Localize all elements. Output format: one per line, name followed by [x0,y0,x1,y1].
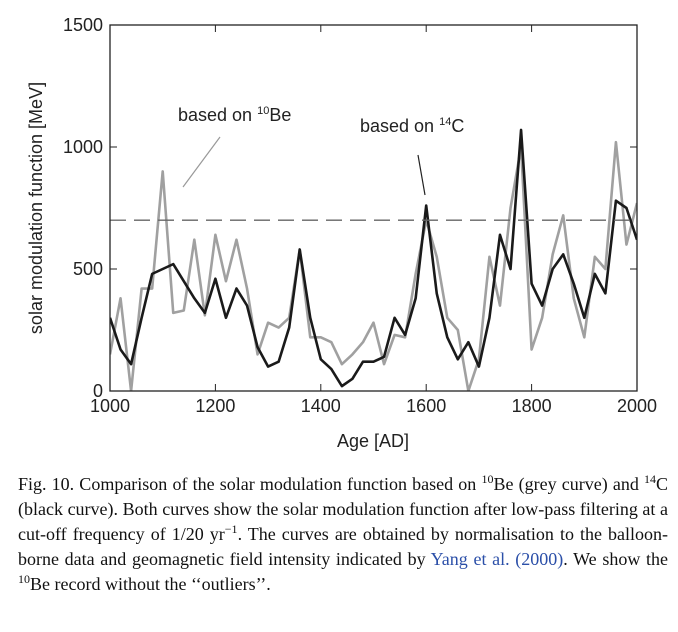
caption-sup: 10 [481,472,494,486]
annotation-sup: 10 [257,105,269,117]
x-tick-label: 1000 [90,396,130,416]
annotation-text: based on [178,105,257,125]
x-tick-label: 2000 [617,396,657,416]
caption-text[interactable]: Be (grey curve) and [493,474,644,494]
caption-text[interactable]: . We show the [563,549,669,569]
plot-area [110,128,637,391]
caption-sup: 10 [18,572,30,586]
x-tick-label: 1400 [301,396,341,416]
series-line [110,128,637,388]
y-tick-label: 500 [73,259,103,279]
annotation-tail: C [451,116,464,136]
y-axis-label: solar modulation function [MeV] [26,82,46,334]
y-tick-label: 0 [93,381,103,401]
caption-text[interactable]: Fig. 10. Comparison of the solar modulat… [18,474,482,494]
x-tick-label: 1200 [195,396,235,416]
annotation-pointer [417,154,426,196]
caption-sup: −1 [224,522,238,536]
caption-text[interactable]: C (black curve). Both curves show the so… [18,474,668,544]
y-tick-label: 1000 [63,137,103,157]
caption-text[interactable]: Be record without the ‘‘outliers’’. [30,574,271,594]
y-tick-label: 1500 [63,15,103,35]
series-line [110,140,637,391]
caption-text[interactable]: . The curves are obtained by normalisati… [18,524,669,569]
annotation: based on 10Be [178,105,291,125]
plot-frame [109,24,638,392]
caption-sup: 14 [643,472,656,486]
x-tick-label: 1600 [406,396,446,416]
annotation-text: based on [360,116,439,136]
annotation: based on 14C [360,116,464,136]
annotation-sup: 14 [439,116,451,128]
annotation-tail: Be [269,105,291,125]
caption: Fig. 10. Comparison of the solar modulat… [18,472,668,597]
x-tick-label: 1800 [512,396,552,416]
caption-link[interactable]: Yang et al. (2000) [430,549,564,569]
x-axis-label: Age [AD] [337,431,409,451]
annotation-pointer [182,136,221,188]
chart: Age [AD] solar modulation function [MeV]… [26,15,657,451]
